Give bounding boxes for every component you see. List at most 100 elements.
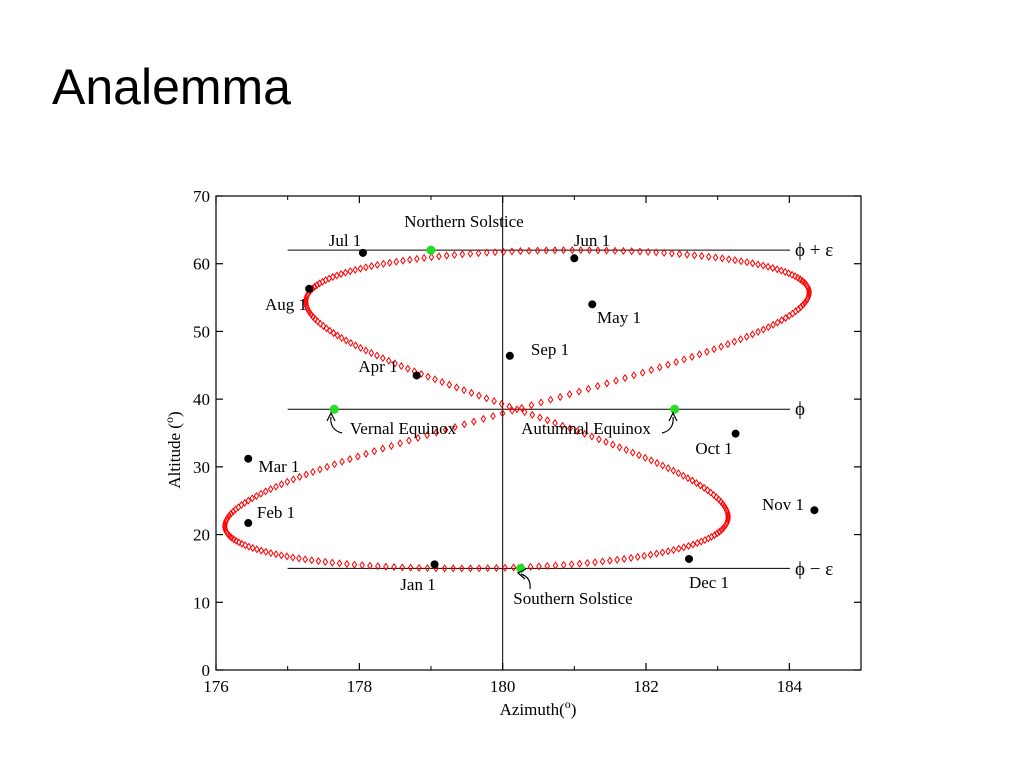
analemma-point bbox=[355, 452, 361, 461]
southern-solstice-pointer-head bbox=[516, 568, 527, 580]
analemma-point bbox=[552, 246, 558, 255]
analemma-point bbox=[806, 289, 812, 298]
analemma-point bbox=[705, 252, 712, 261]
analemma-point bbox=[704, 347, 710, 356]
analemma-point bbox=[603, 246, 610, 255]
analemma-point bbox=[569, 246, 575, 255]
analemma-point bbox=[800, 300, 806, 310]
analemma-point bbox=[407, 563, 414, 572]
analemma-point bbox=[439, 377, 445, 387]
analemma-point bbox=[311, 282, 318, 291]
analemma-point bbox=[586, 246, 593, 255]
analemma-point bbox=[399, 563, 406, 572]
analemma-point bbox=[490, 412, 496, 421]
analemma-point bbox=[446, 380, 453, 389]
analemma-point bbox=[310, 467, 316, 477]
analemma-point bbox=[363, 263, 369, 272]
analemma-point bbox=[749, 330, 756, 339]
analemma-point bbox=[493, 563, 500, 573]
analemma-point bbox=[368, 348, 375, 358]
analemma-point bbox=[400, 256, 406, 265]
analemma-point bbox=[743, 332, 750, 341]
analemma-point bbox=[765, 262, 771, 271]
analemma-point bbox=[336, 559, 343, 568]
analemma-point bbox=[675, 544, 682, 553]
analemma-point bbox=[797, 303, 804, 312]
analemma-point bbox=[704, 486, 711, 495]
analemma-point bbox=[631, 371, 637, 380]
analemma-point bbox=[461, 420, 468, 429]
analemma-point bbox=[673, 358, 679, 367]
analemma-point bbox=[552, 561, 559, 570]
analemma-point bbox=[236, 538, 242, 547]
x-tick-label-176: 176 bbox=[203, 677, 229, 696]
analemma-point bbox=[723, 506, 730, 515]
analemma-point bbox=[238, 500, 245, 510]
label-phi-plus-eps: ϕ + ε bbox=[795, 240, 833, 261]
analemma-point bbox=[755, 327, 761, 337]
analemma-point bbox=[690, 540, 696, 549]
analemma-point bbox=[581, 429, 588, 438]
autumnal-equinox-pointer-head bbox=[668, 411, 678, 422]
vernal-equinox-pointer bbox=[330, 416, 343, 434]
analemma-point bbox=[424, 564, 431, 573]
analemma-point bbox=[544, 561, 551, 571]
analemma-point bbox=[303, 470, 309, 479]
analemma-point bbox=[333, 271, 340, 280]
analemma-point bbox=[334, 331, 341, 340]
date-marker-apr-1 bbox=[412, 371, 421, 380]
analemma-point bbox=[379, 444, 386, 453]
vernal-equinox-pointer-head bbox=[326, 411, 336, 422]
analemma-point bbox=[610, 440, 616, 449]
analemma-point bbox=[718, 525, 725, 535]
analemma-point bbox=[661, 248, 667, 257]
label-phi: ϕ bbox=[795, 399, 805, 420]
analemma-point bbox=[308, 556, 315, 565]
analemma-point bbox=[721, 502, 728, 511]
analemma-point bbox=[308, 310, 315, 319]
label-apr-1: Apr 1 bbox=[358, 357, 397, 376]
analemma-point bbox=[544, 416, 551, 425]
date-marker-nov-1 bbox=[810, 506, 819, 515]
analemma-point bbox=[368, 262, 375, 271]
analemma-point bbox=[592, 558, 598, 567]
analemma-point bbox=[603, 437, 609, 447]
analemma-point bbox=[585, 384, 592, 393]
analemma-point bbox=[232, 505, 239, 514]
analemma-point bbox=[648, 456, 655, 465]
analemma-point bbox=[749, 259, 756, 268]
label-southern-solstice: Southern Solstice bbox=[513, 589, 632, 608]
date-marker-aug-1 bbox=[305, 284, 314, 293]
analemma-point bbox=[330, 329, 337, 338]
analemma-point bbox=[560, 560, 567, 569]
analemma-point bbox=[302, 555, 309, 564]
analemma-point bbox=[310, 312, 316, 321]
analemma-point bbox=[471, 417, 477, 426]
analemma-point bbox=[785, 269, 792, 278]
date-marker-feb-1 bbox=[244, 519, 253, 528]
analemma-point bbox=[468, 388, 475, 397]
analemma-point bbox=[363, 346, 369, 355]
analemma-point bbox=[306, 308, 313, 317]
reference-lines bbox=[287, 196, 790, 670]
analemma-point bbox=[344, 559, 350, 569]
analemma-point bbox=[222, 523, 228, 532]
x-tick-label-180: 180 bbox=[490, 677, 516, 696]
analemma-point bbox=[519, 403, 525, 413]
analemma-point bbox=[653, 248, 659, 257]
x-tick-label-182: 182 bbox=[633, 677, 659, 696]
analemma-point bbox=[262, 487, 269, 496]
y-tick-label-40: 40 bbox=[193, 390, 210, 409]
analemma-point bbox=[249, 543, 256, 553]
label-jun-1: Jun 1 bbox=[574, 231, 610, 250]
analemma-point bbox=[514, 405, 520, 414]
analemma-point bbox=[363, 449, 369, 458]
analemma-point bbox=[744, 258, 750, 267]
analemma-point bbox=[425, 372, 431, 381]
analemma-point bbox=[620, 246, 627, 256]
analemma-point bbox=[379, 354, 386, 363]
analemma-point bbox=[414, 254, 420, 263]
analemma-point bbox=[442, 425, 449, 434]
analemma-point bbox=[249, 494, 256, 503]
analemma-point bbox=[654, 458, 660, 468]
